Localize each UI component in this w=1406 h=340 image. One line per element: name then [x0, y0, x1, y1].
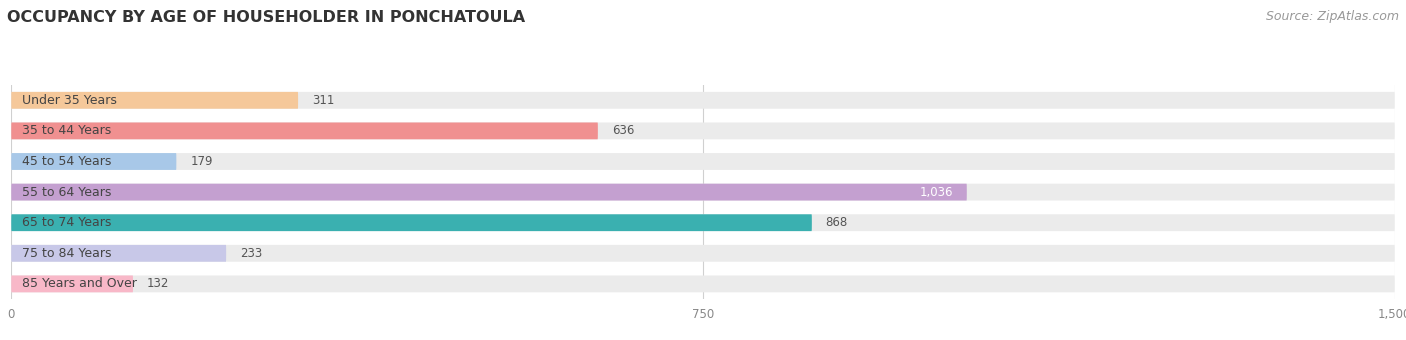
- Text: 45 to 54 Years: 45 to 54 Years: [22, 155, 111, 168]
- Text: 1,036: 1,036: [920, 186, 953, 199]
- Text: Source: ZipAtlas.com: Source: ZipAtlas.com: [1265, 10, 1399, 23]
- Text: 65 to 74 Years: 65 to 74 Years: [22, 216, 111, 229]
- FancyBboxPatch shape: [11, 214, 1395, 231]
- Text: 35 to 44 Years: 35 to 44 Years: [22, 124, 111, 137]
- Text: 179: 179: [190, 155, 212, 168]
- FancyBboxPatch shape: [11, 184, 967, 201]
- FancyBboxPatch shape: [11, 245, 1395, 262]
- Text: 55 to 64 Years: 55 to 64 Years: [22, 186, 111, 199]
- Text: 233: 233: [240, 247, 263, 260]
- FancyBboxPatch shape: [11, 275, 1395, 292]
- Text: OCCUPANCY BY AGE OF HOUSEHOLDER IN PONCHATOULA: OCCUPANCY BY AGE OF HOUSEHOLDER IN PONCH…: [7, 10, 526, 25]
- Text: 311: 311: [312, 94, 335, 107]
- Text: 75 to 84 Years: 75 to 84 Years: [22, 247, 112, 260]
- FancyBboxPatch shape: [11, 184, 1395, 201]
- FancyBboxPatch shape: [11, 275, 134, 292]
- FancyBboxPatch shape: [11, 214, 811, 231]
- Text: Under 35 Years: Under 35 Years: [22, 94, 117, 107]
- Text: 85 Years and Over: 85 Years and Over: [22, 277, 138, 290]
- FancyBboxPatch shape: [11, 245, 226, 262]
- FancyBboxPatch shape: [11, 122, 598, 139]
- Text: 132: 132: [146, 277, 169, 290]
- FancyBboxPatch shape: [11, 153, 1395, 170]
- FancyBboxPatch shape: [11, 92, 1395, 109]
- FancyBboxPatch shape: [11, 92, 298, 109]
- Text: 868: 868: [825, 216, 848, 229]
- FancyBboxPatch shape: [11, 153, 176, 170]
- FancyBboxPatch shape: [11, 122, 1395, 139]
- Text: 636: 636: [612, 124, 634, 137]
